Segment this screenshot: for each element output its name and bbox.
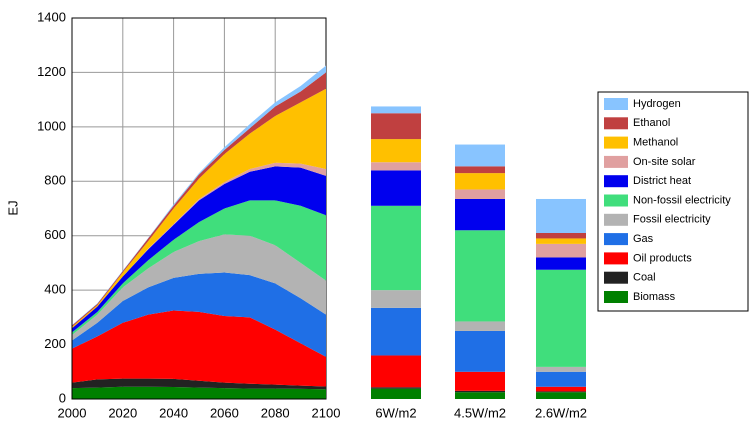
area [72,200,326,336]
legend-label: Hydrogen [633,98,681,110]
area [72,166,326,333]
legend-label: On-site solar [633,156,696,168]
bar-segment [371,205,421,291]
x-tick-label: 2080 [261,405,290,420]
bar-segment [455,166,505,174]
legend-swatch [604,175,628,188]
legend-label: Fossil electricity [633,214,711,226]
x-tick-label: 2060 [210,405,239,420]
legend-label: Non-fossil electricity [633,194,731,206]
bar-segment [455,390,505,393]
legend-swatch [604,271,628,284]
y-axis-label: EJ [5,200,20,215]
legend-label: Methanol [633,137,678,149]
bar-segment [371,355,421,388]
legend-label: Gas [633,233,654,245]
legend-swatch [604,291,628,303]
bar-segment [536,392,586,399]
legend-swatch [604,98,628,110]
area [72,88,326,329]
bar-segment [536,232,586,239]
area [72,272,326,357]
y-tick-label: 1400 [37,9,66,24]
bar-segment [371,139,421,163]
bar-segment [371,106,421,114]
bar-segment [455,144,505,167]
bar-segment [455,392,505,399]
y-tick-label: 1000 [37,118,66,133]
bar-segment [371,387,421,389]
legend-swatch [604,117,628,130]
legend-swatch [604,194,628,207]
y-tick-label: 200 [44,336,66,351]
legend-label: Biomass [633,291,676,303]
bar-segment [371,113,421,140]
legend-label: District heat [633,175,691,187]
bar-segment [455,198,505,231]
bar-segment [536,269,586,367]
bar-segment [371,290,421,308]
bar-segment [371,170,421,206]
bar-segment [455,173,505,190]
legend-swatch [604,136,628,149]
bar-segment [536,366,586,372]
bar-segment [536,198,586,233]
area [72,72,326,327]
bar-segment [536,243,586,258]
bar-segment [371,307,421,356]
bar-segment [536,386,586,392]
legend-label: Ethanol [633,117,670,129]
bar-segment [536,257,586,270]
bar-segment [455,330,505,372]
y-tick-label: 400 [44,282,66,297]
y-tick-label: 0 [59,390,66,405]
area [72,386,326,399]
bar-segment [536,371,586,387]
x-tick-label: 2040 [159,405,188,420]
legend-swatch [604,252,628,265]
legend-label: Coal [633,272,656,284]
area [72,378,326,390]
area [72,234,326,341]
area [72,310,326,387]
bar-segment [536,238,586,244]
x-tick-label: 2100 [312,405,341,420]
legend: Biomass Coal Oil products Gas Fossil electri… [597,91,749,312]
legend-swatch [604,213,628,226]
x-tick-label: 4.5W/m2 [454,405,506,420]
y-tick-label: 600 [44,227,66,242]
legend-swatch [604,155,628,168]
x-tick-label: 2000 [58,405,87,420]
bar-segment [371,162,421,171]
bar-segment [455,230,505,322]
bar-segment [371,388,421,399]
bar-segment [536,391,586,393]
x-tick-label: 2020 [108,405,137,420]
legend-swatch [604,233,628,246]
y-tick-label: 1200 [37,64,66,79]
legend-label: Oil products [633,252,692,264]
y-tick-label: 800 [44,173,66,188]
bar-segment [455,371,505,391]
x-tick-label: 2.6W/m2 [535,405,587,420]
bar-segment [455,321,505,331]
x-tick-label: 6W/m2 [375,405,416,420]
bar-segment [455,189,505,199]
